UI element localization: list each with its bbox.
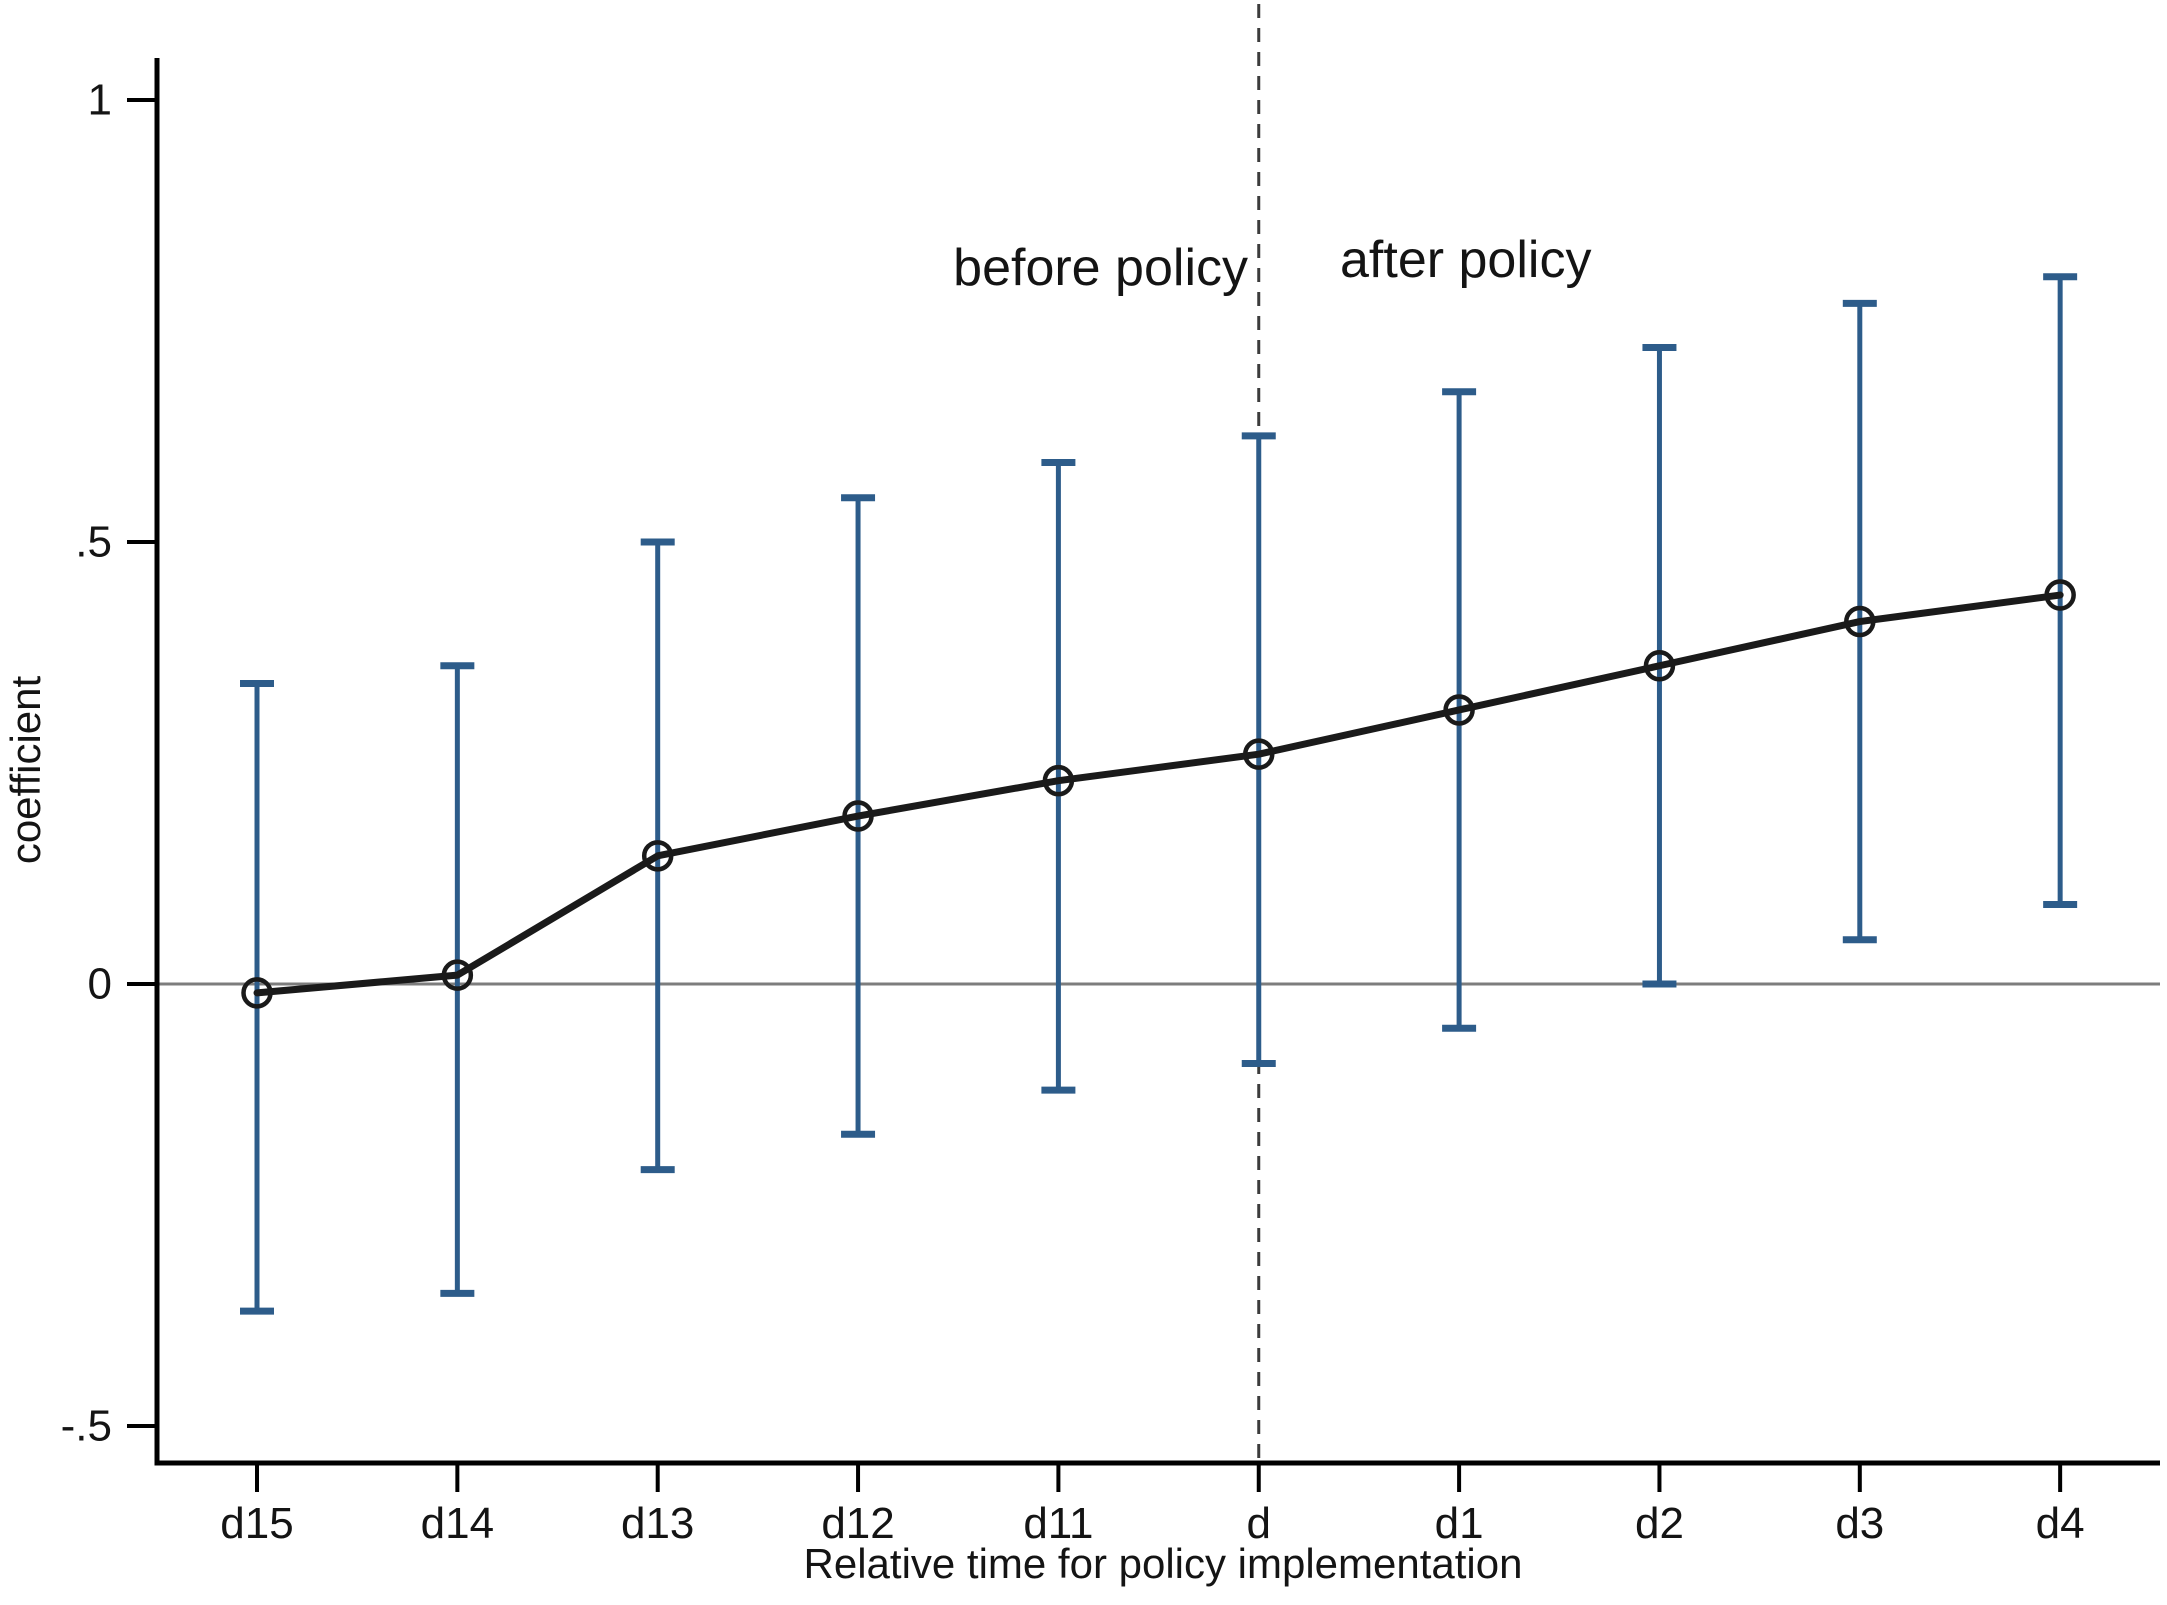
marker-d14: [441, 959, 474, 991]
x-axis-title: Relative time for policy implementation: [804, 1540, 1523, 1587]
marker-d13: [641, 840, 674, 872]
x-tick-label-d11: d11: [1023, 1499, 1093, 1548]
x-tick-label-d: d: [1247, 1499, 1271, 1548]
y-axis-title: coefficient: [2, 675, 49, 864]
plot-layer: 1 .5 0 -.5 d15 d14 d13 d12 d11 d d1 d2 d3 d4: [61, 4, 2160, 1548]
marker-d3: [1844, 605, 1876, 638]
annotation-after-policy: after policy: [1340, 231, 1591, 289]
marker-d2: [1643, 650, 1676, 682]
annotation-before-policy: before policy: [953, 239, 1248, 297]
marker-d11: [1042, 764, 1075, 797]
x-tick-label-d12: d12: [821, 1499, 894, 1548]
marker-d15: [241, 977, 273, 1009]
y-tick-label-0: 0: [88, 960, 112, 1009]
x-tick-label-d13: d13: [621, 1499, 694, 1548]
marker-d4: [2044, 579, 2076, 611]
y-tick-label--.5: -.5: [61, 1402, 112, 1451]
x-tick-label-d1: d1: [1435, 1499, 1484, 1548]
y-tick-label-.5: .5: [75, 518, 112, 567]
y-tick-label-1: 1: [88, 76, 112, 125]
x-tick-label-d3: d3: [1835, 1499, 1884, 1548]
x-tick-label-d15: d15: [220, 1499, 293, 1548]
x-tick-label-d4: d4: [2036, 1499, 2085, 1548]
x-tick-label-d14: d14: [421, 1499, 494, 1548]
series-line-coefficient: [253, 591, 2064, 997]
marker-d12: [842, 800, 874, 832]
x-tick-label-d2: d2: [1635, 1499, 1684, 1548]
marker-d: [1243, 738, 1275, 770]
marker-d1: [1443, 694, 1475, 726]
